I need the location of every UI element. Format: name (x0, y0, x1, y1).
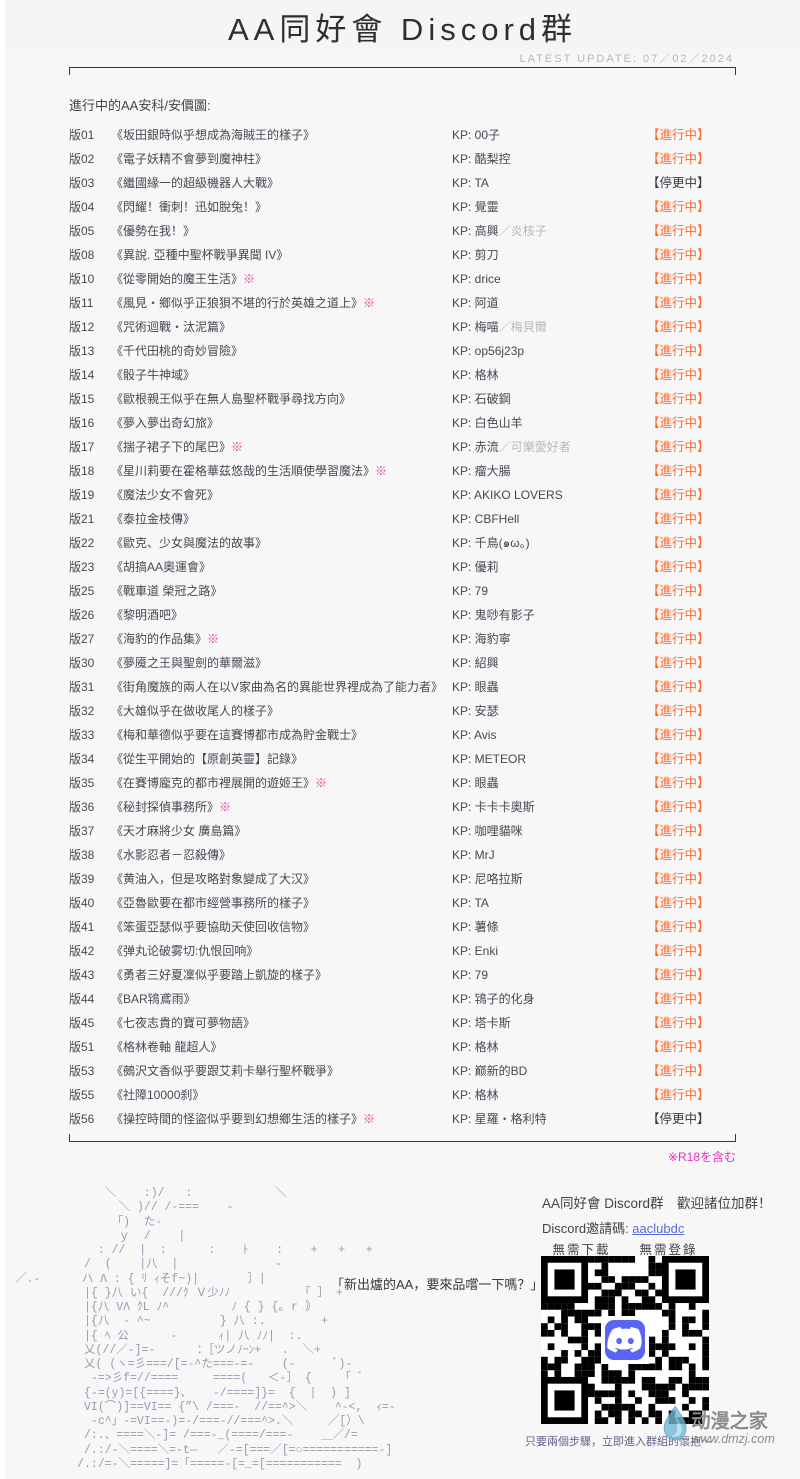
svg-text:www.dmzj.com: www.dmzj.com (691, 1432, 774, 1446)
svg-text:动漫之家: 动漫之家 (691, 1409, 768, 1432)
